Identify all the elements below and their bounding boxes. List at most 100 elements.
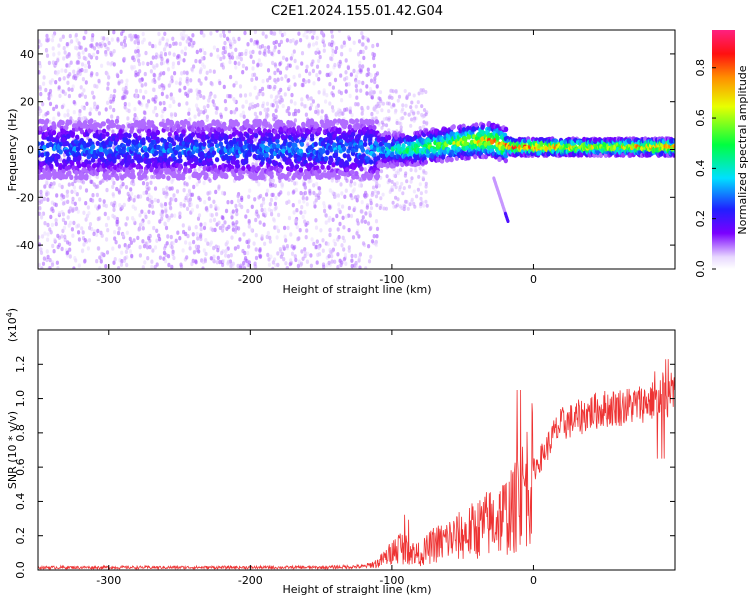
spectrogram-cell — [368, 210, 372, 215]
spectrogram-cell — [307, 42, 312, 47]
spectrogram-cell — [82, 210, 86, 215]
spectrogram-cell — [224, 208, 229, 214]
spectrogram-cell — [221, 228, 225, 233]
spectrogram-cell — [173, 213, 177, 218]
spectrogram-cell — [337, 112, 341, 117]
spectrogram-cell — [123, 35, 127, 41]
spectrogram-cell — [251, 104, 255, 110]
spectrogram-cell — [45, 33, 49, 39]
spectrogram-cell — [203, 221, 207, 227]
spectrogram-cell — [58, 164, 64, 171]
spectrogram-cell — [328, 101, 332, 106]
spectrogram-cell — [175, 55, 180, 60]
spectrogram-cell — [354, 74, 358, 79]
spectrogram-cell — [184, 231, 188, 237]
spectrogram-cell — [174, 41, 178, 46]
spectrogram-cell — [197, 213, 202, 218]
spectrogram-cell — [296, 263, 300, 269]
spectrogram-cell — [40, 212, 44, 217]
spectrogram-cell — [275, 138, 280, 144]
spectrogram-cell — [166, 58, 170, 63]
spectrogram-cell — [359, 177, 363, 182]
spectrogram-cell — [185, 255, 189, 260]
spectrogram-cell — [119, 41, 124, 46]
spectrogram-cell — [314, 244, 318, 250]
spectrogram-cell — [153, 245, 158, 250]
spectrogram-cell — [214, 244, 218, 249]
spectrogram-cell — [346, 64, 350, 70]
spectrogram-cell — [364, 211, 368, 216]
spectrogram-cell — [271, 113, 276, 118]
spectrogram-cell — [340, 98, 344, 103]
spectrogram-cell — [268, 181, 273, 187]
spectrogram-cell — [328, 82, 332, 87]
spectrogram-cell — [233, 227, 238, 232]
spectrogram-cell — [369, 78, 374, 83]
spectrogram-cell — [135, 54, 139, 59]
spectrogram-cell — [253, 104, 257, 109]
spectrogram-cell — [425, 203, 429, 208]
spectrogram-cell — [248, 102, 252, 108]
spectrogram-cell — [235, 220, 239, 225]
spectrogram-cell — [310, 62, 314, 67]
spectrogram-cell — [76, 209, 80, 214]
spectrogram-cell — [168, 51, 172, 56]
spectrogram-cell — [49, 93, 53, 99]
spectrogram-cell — [194, 157, 199, 163]
spectrogram-cell — [393, 110, 397, 115]
spectrogram-cell — [165, 213, 169, 218]
spectrogram-cell — [277, 192, 281, 197]
spectrogram-cell — [306, 96, 310, 101]
spectrogram-cell — [230, 215, 234, 220]
spectrogram-cell — [188, 117, 192, 122]
spectrogram-cell — [293, 181, 297, 186]
spectrogram-cell — [356, 102, 360, 107]
spectrogram-cell — [171, 251, 175, 257]
spectrogram-cell — [198, 48, 203, 53]
spectrogram-cell — [151, 97, 155, 102]
spectrogram-cell — [152, 109, 156, 114]
spectrogram-cell — [330, 34, 334, 39]
spectrogram-cell — [106, 216, 110, 221]
spectrogram-cell — [83, 258, 87, 263]
spectrogram-cell — [192, 250, 196, 255]
spectrogram-cell — [286, 225, 290, 231]
spectrogram-cell — [280, 76, 284, 82]
spectrogram-cell — [142, 95, 146, 100]
spectrogram-cell — [217, 220, 221, 225]
spectrogram-cell — [233, 109, 237, 114]
spectrogram-cell — [70, 160, 75, 166]
spectrogram-cell — [66, 240, 70, 245]
spectrogram-cell — [344, 119, 349, 126]
spectrogram-cell — [159, 212, 163, 217]
spectrogram-cell — [273, 201, 277, 207]
spectrogram-cell — [247, 151, 252, 157]
spectrogram-cell — [87, 128, 92, 134]
spectrogram-cell — [214, 204, 218, 209]
spectrogram-cell — [223, 135, 228, 141]
spectrogram-cell — [88, 222, 93, 227]
spectrogram-cell — [380, 125, 384, 130]
spectrogram-cell — [80, 226, 84, 231]
spectrogram-cell — [42, 256, 47, 261]
spectrogram-cell — [40, 266, 44, 269]
spectrogram-cell — [110, 37, 114, 42]
spectrogram-cell — [196, 236, 200, 241]
spectrogram-cell — [173, 149, 179, 156]
spectrogram-cell — [275, 104, 279, 109]
spectrogram-cell — [197, 112, 201, 117]
spectrogram-cell — [297, 108, 301, 114]
spectrogram-cell — [63, 220, 68, 226]
spectrogram-cell — [230, 51, 234, 56]
spectrogram-cell — [262, 200, 266, 205]
spectrogram-cell — [269, 254, 273, 259]
spectrogram-cell — [283, 92, 287, 97]
spectrogram-cell — [241, 110, 245, 115]
spectrogram-cell — [106, 81, 110, 87]
spectrogram-cell — [249, 139, 254, 145]
spectrogram-cell — [332, 142, 337, 148]
spectrogram-cell — [285, 66, 289, 71]
spectrogram-cell — [291, 38, 295, 43]
spectrogram-cell — [294, 187, 298, 193]
spectrogram-cell — [227, 30, 231, 34]
